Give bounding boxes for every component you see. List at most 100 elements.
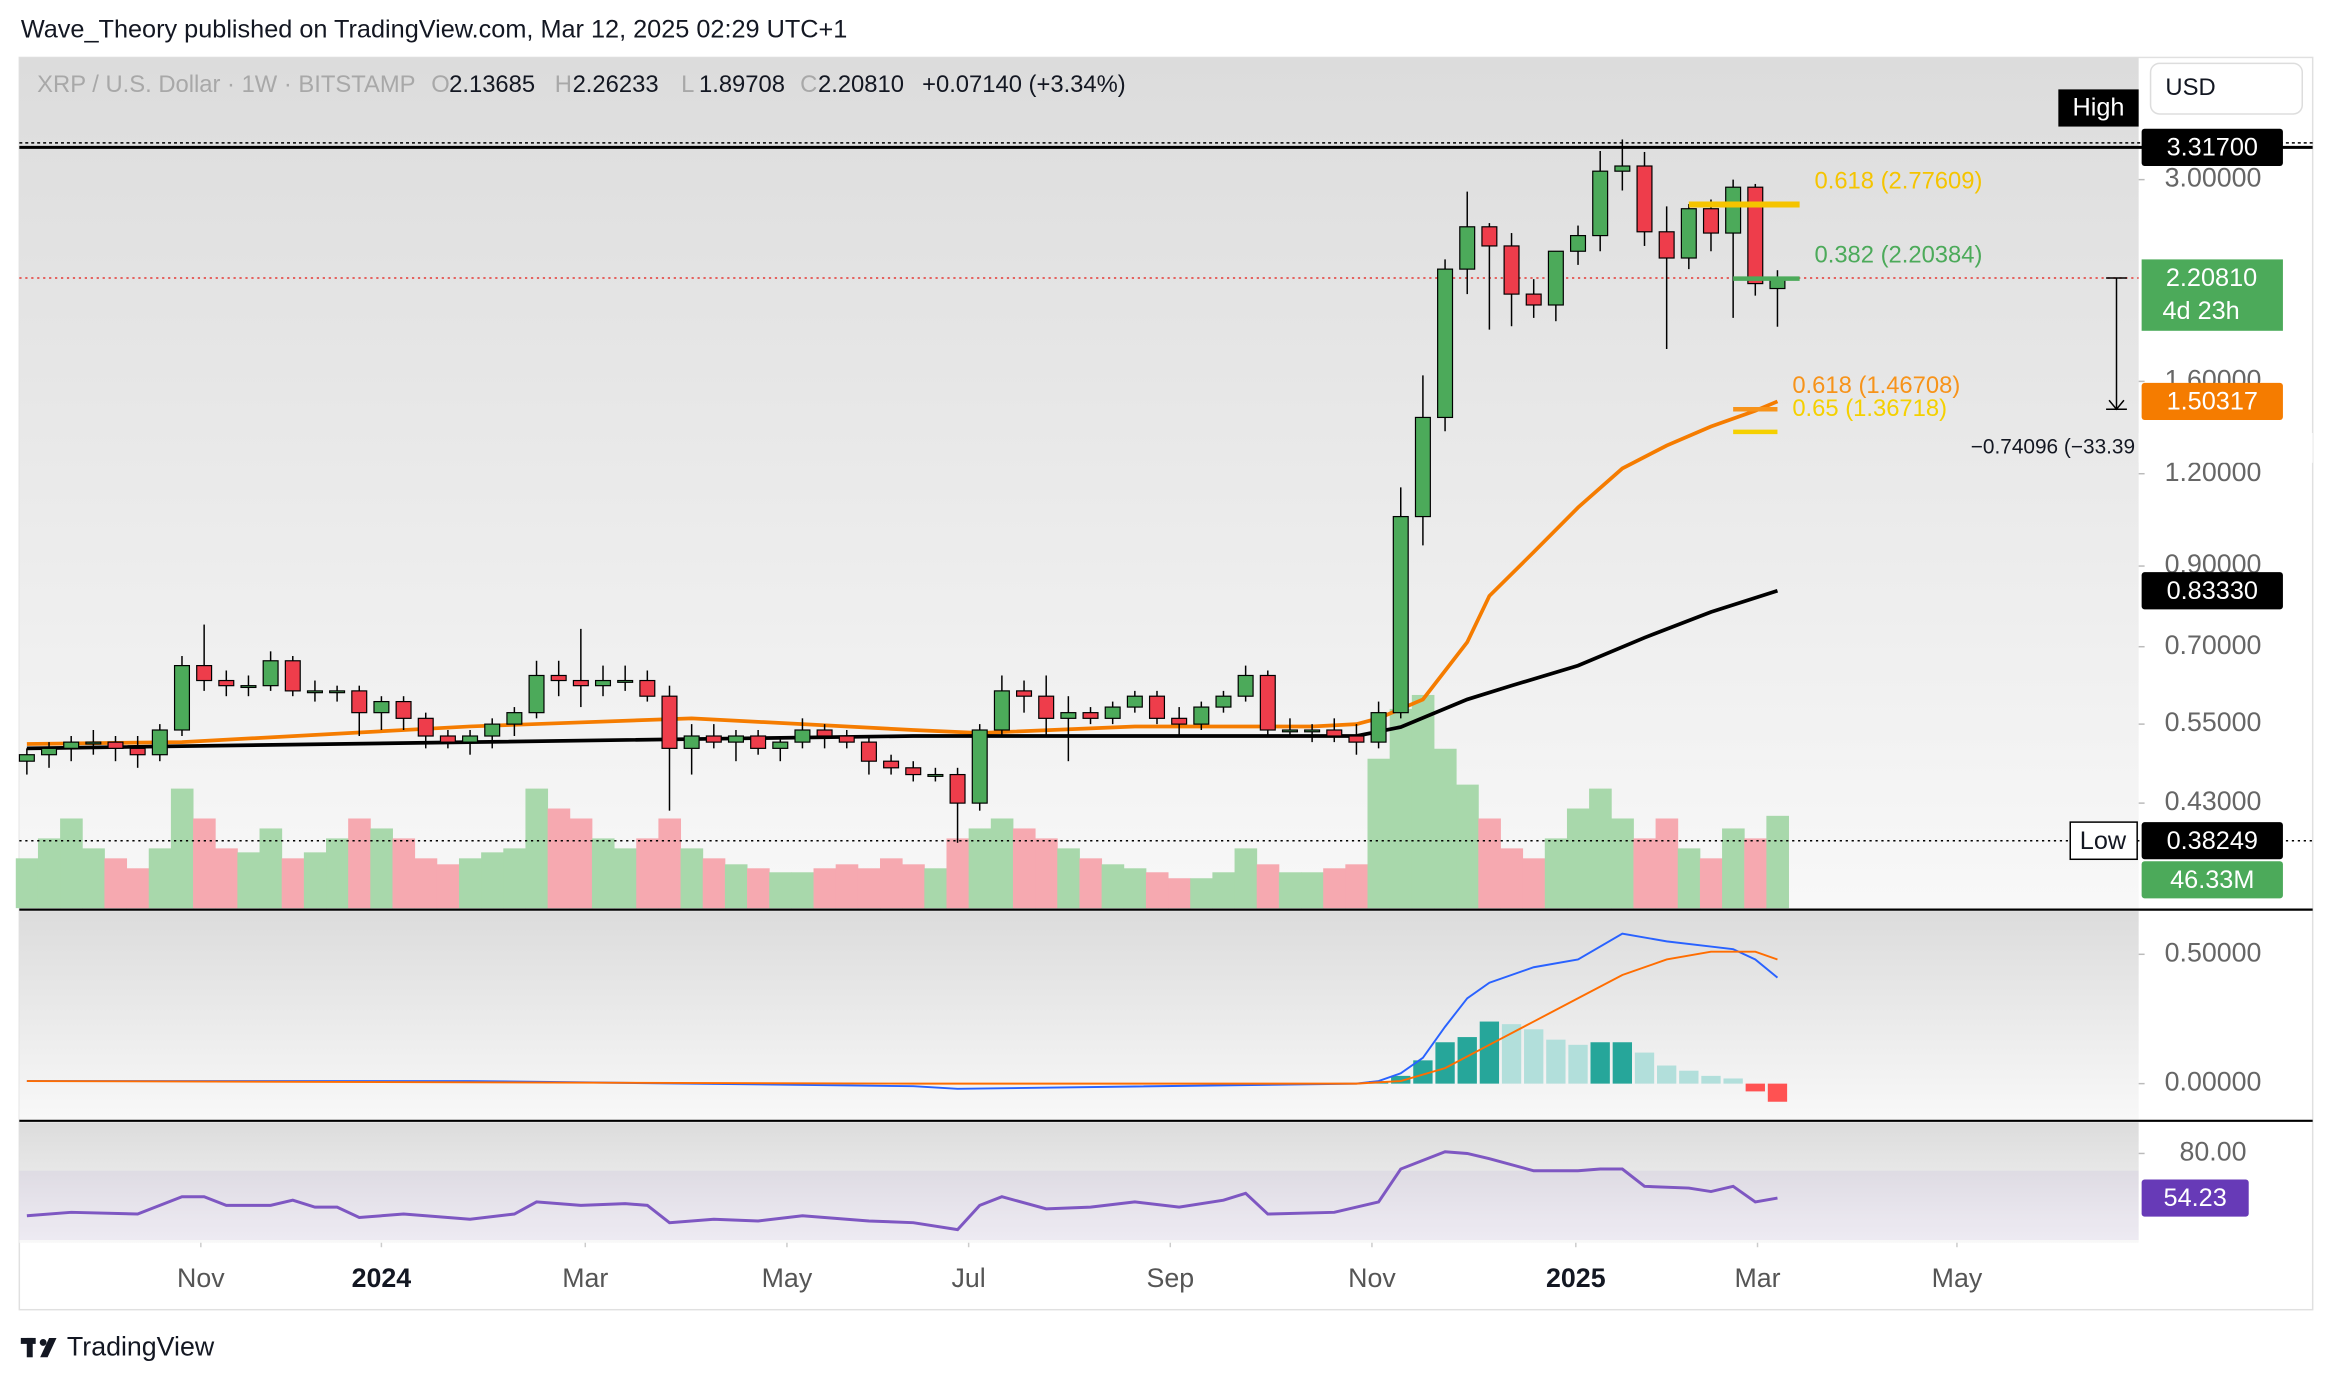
- volume-bar: [37, 838, 61, 909]
- candle-body: [993, 690, 1010, 731]
- candle-body: [1680, 208, 1697, 259]
- volume-bar: [1012, 828, 1036, 909]
- macd-histogram-bar: [1524, 1029, 1544, 1084]
- macd-signal-line: [26, 950, 1778, 1085]
- candle-body: [218, 679, 235, 687]
- volume-bar: [791, 872, 814, 909]
- candle-body: [1215, 695, 1232, 708]
- currency-button[interactable]: [2149, 62, 2303, 115]
- candle-body: [794, 729, 811, 743]
- candle-body: [1237, 674, 1254, 697]
- candle-body: [1104, 706, 1121, 719]
- candle-body: [1592, 170, 1609, 237]
- y-tick-label: 80.00: [2180, 1137, 2247, 1167]
- candle-body: [1636, 165, 1653, 233]
- volume-bar: [1699, 858, 1723, 909]
- volume-bar: [303, 852, 327, 909]
- volume-bar: [148, 848, 172, 909]
- volume-bar: [702, 858, 726, 909]
- rsi-band: [19, 1170, 2139, 1240]
- candle-body: [462, 735, 479, 743]
- candle-body: [417, 717, 434, 737]
- candle-body: [85, 741, 102, 745]
- volume-bar: [1500, 848, 1524, 909]
- x-tick-label: May: [762, 1263, 813, 1293]
- candle-body: [750, 735, 767, 749]
- volume-bar: [990, 818, 1014, 909]
- volume-bar: [193, 818, 216, 909]
- macd-histogram-bar: [1501, 1024, 1522, 1084]
- candle-body: [351, 690, 368, 714]
- volume-bar: [569, 818, 593, 909]
- candle-body: [1525, 293, 1542, 306]
- volume-value-bg: [2141, 861, 2283, 899]
- volume-bar: [835, 864, 859, 909]
- volume-bar: [724, 864, 748, 909]
- symbol-title: XRP / U.S. Dollar · 1W · BITSTAMP: [37, 71, 415, 98]
- high-price-bg: [2141, 128, 2283, 166]
- macd-histogram-bar: [1457, 1037, 1477, 1084]
- candle-body: [572, 679, 589, 687]
- volume-bar: [946, 838, 970, 909]
- x-tick-label: 2024: [352, 1263, 412, 1293]
- y-tick-label: 0.00000: [2165, 1067, 2262, 1097]
- macd-histogram-bar: [1568, 1044, 1588, 1084]
- candle-body: [772, 741, 789, 749]
- currency[interactable]: USD: [2165, 74, 2215, 101]
- volume-bar: [170, 788, 194, 909]
- volume-bar: [237, 852, 260, 909]
- y-tick-label: 0.55000: [2165, 707, 2262, 737]
- candle-body: [262, 660, 279, 687]
- x-tick-label: 2025: [1546, 1263, 1606, 1293]
- measure-head: [2108, 399, 2125, 411]
- volume-bar: [857, 868, 881, 909]
- candle-body: [1459, 226, 1476, 270]
- macd-histogram-bar: [1634, 1052, 1655, 1084]
- volume-bar: [680, 848, 704, 909]
- volume-bar: [326, 838, 349, 909]
- high-tag: High: [2073, 93, 2125, 121]
- volume-bar: [1168, 878, 1191, 909]
- candle-body: [528, 674, 545, 714]
- candle-body: [1702, 208, 1720, 234]
- candle-body: [1414, 416, 1431, 518]
- candle-body: [395, 700, 412, 719]
- volume-bar: [1256, 864, 1280, 909]
- candle-body: [129, 747, 146, 756]
- high-price: 3.31700: [2167, 134, 2258, 162]
- volume-bar: [1212, 872, 1236, 909]
- volume-bar: [1478, 818, 1501, 909]
- candle-body: [1304, 729, 1321, 733]
- ohlc-label: C: [800, 71, 817, 98]
- volume-bar: [968, 828, 992, 909]
- candle-body: [617, 679, 634, 683]
- volume-bar: [1766, 815, 1789, 909]
- brand: TradingView: [67, 1331, 215, 1361]
- axis-mask: [2138, 433, 2313, 463]
- candle-body: [1658, 231, 1675, 259]
- macd-histogram-bar: [1546, 1039, 1566, 1084]
- volume-bar: [370, 828, 393, 909]
- macd-histogram-bar: [1745, 1083, 1765, 1092]
- volume-bar: [281, 858, 305, 909]
- volume-bar: [813, 868, 837, 909]
- macd-histogram-bar: [1679, 1070, 1699, 1084]
- volume-bar: [1744, 838, 1767, 909]
- volume-bar: [1456, 784, 1479, 909]
- macd-histogram-bar: [1435, 1042, 1455, 1084]
- rsi-line: [26, 1150, 1778, 1232]
- volume-bar: [1389, 708, 1413, 909]
- volume-bar: [1411, 694, 1435, 909]
- price-pane: [19, 57, 2139, 909]
- macd-histogram-bar: [1479, 1021, 1500, 1084]
- macd-histogram-bar: [1767, 1083, 1788, 1102]
- ma-price-bg: [2141, 382, 2283, 421]
- candle-body: [1148, 695, 1166, 719]
- candle-body: [971, 729, 988, 804]
- candle-body: [1503, 245, 1520, 295]
- volume-bar: [1035, 838, 1058, 909]
- ma-price: 1.50317: [2167, 388, 2258, 416]
- volume-bar: [1522, 858, 1546, 909]
- volume-bar: [591, 838, 615, 909]
- candle-body: [18, 754, 35, 762]
